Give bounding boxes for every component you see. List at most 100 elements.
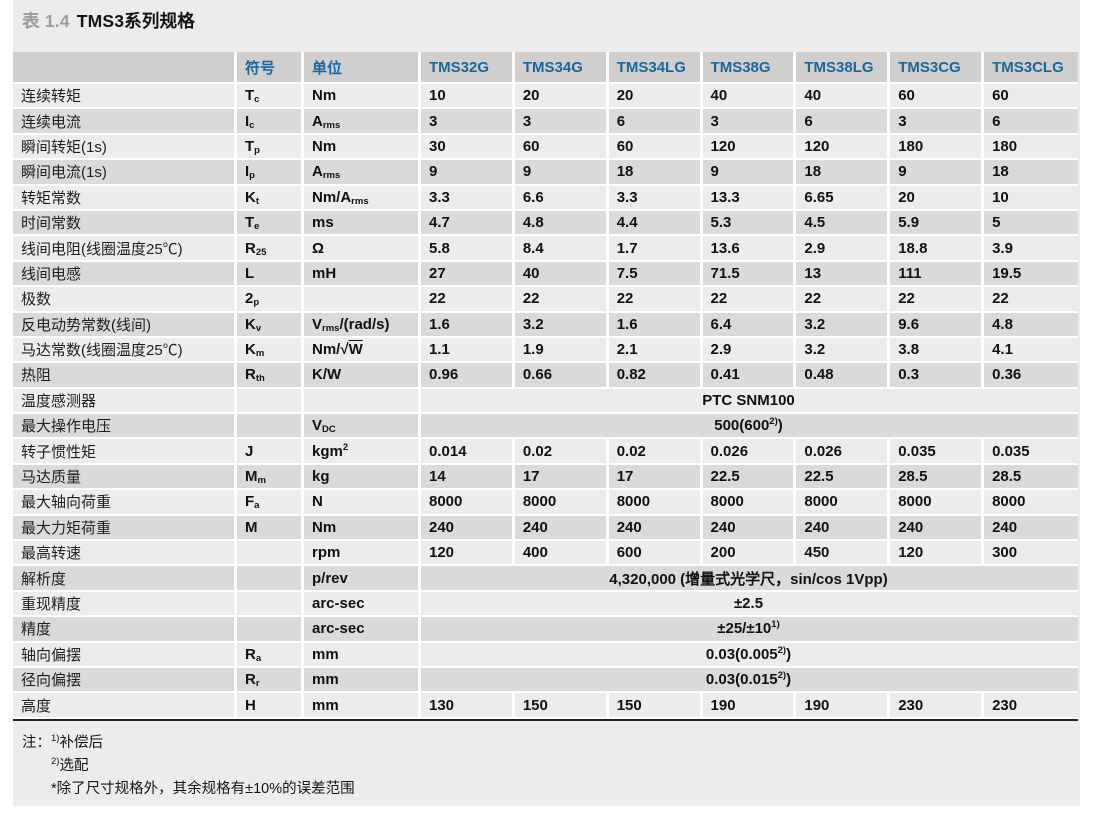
cell-value: 2.9 [702,337,797,364]
cell-value: 190 [796,693,891,719]
cell-value: 200 [702,541,797,567]
cell-value: 20 [608,84,703,110]
row-symbol: Kt [237,185,304,211]
cell-value: 1.6 [608,312,703,338]
spec-row: 反电动势常数(线间) Kv Vrms/(rad/s) 1.6 3.2 1.6 6.4 3.2 9… [13,312,1078,338]
spec-row: 最大操作电压 VDC 500(6002)) [13,414,1078,440]
cell-value: 0.026 [796,439,891,465]
row-label: 瞬间电流(1s) [13,160,237,186]
cell-value: 0.36 [984,363,1078,389]
row-unit [304,287,421,313]
row-label: 高度 [13,693,237,719]
row-unit: VDC [304,414,421,440]
cell-value: 8000 [702,490,797,516]
cell-value: 8000 [421,490,515,516]
cell-value: 4.5 [796,210,891,237]
cell-value: 6 [796,109,891,135]
cell-value: 400 [514,541,609,567]
row-symbol: Kv [237,312,304,338]
row-label: 最大力矩荷重 [13,515,237,542]
cell-value: 1.1 [421,337,515,364]
row-unit: Vrms/(rad/s) [304,312,421,338]
column-header-tms3cg: TMS3CG [890,52,985,84]
cell-value: 0.66 [514,363,609,389]
cell-value: 180 [890,134,985,161]
row-unit [304,388,421,415]
cell-value: 28.5 [984,464,1078,491]
cell-value: 8000 [984,490,1078,516]
row-span-value: 0.03(0.0152)) [421,667,1078,694]
spec-row: 热阻 Rth K/W 0.96 0.66 0.82 0.41 0.48 0.3 0.36 [13,363,1078,389]
cell-value: 0.026 [702,439,797,465]
row-symbol [237,617,304,643]
cell-value: 3 [702,109,797,135]
cell-value: 17 [514,464,609,491]
cell-value: 4.8 [984,312,1078,338]
row-unit: kg [304,464,421,491]
footnotes: 注： 1)补偿后 2)选配 *除了尺寸规格外，其余规格有±10%的误差范围 [22,732,355,801]
row-span-value: 4,320,000 (增量式光学尺，sin/cos 1Vpp) [421,566,1078,592]
cell-value: 13.3 [702,185,797,211]
row-symbol: R25 [237,236,304,262]
column-header-tms38g: TMS38G [702,52,797,84]
row-symbol: Km [237,337,304,364]
cell-value: 6.4 [702,312,797,338]
row-label: 重现精度 [13,591,237,618]
row-label: 线间电阻(线圈温度25℃) [13,236,237,262]
cell-value: 4.7 [421,210,515,237]
cell-value: 240 [421,515,515,542]
row-span-value: 500(6002)) [421,414,1078,440]
cell-value: 9 [702,160,797,186]
cell-value: 190 [702,693,797,719]
row-unit: ms [304,210,421,237]
row-label: 转子惯性矩 [13,439,237,465]
cell-value: 6.6 [514,185,609,211]
cell-value: 28.5 [890,464,985,491]
cell-value: 8.4 [514,236,609,262]
row-symbol [237,566,304,592]
cell-value: 8000 [890,490,985,516]
spec-table-body: 连续转矩 Tc Nm 10 20 20 40 40 60 60 连续电流 Ic Arms 3 3 6 3 6 3 6 瞬… [13,84,1078,719]
table-bottom-border [13,719,1078,721]
cell-value: 9 [890,160,985,186]
row-unit: N [304,490,421,516]
spec-row: 重现精度 arc-sec ±2.5 [13,591,1078,618]
row-symbol: Fa [237,490,304,516]
cell-value: 60 [608,134,703,161]
row-symbol: L [237,261,304,288]
cell-value: 450 [796,541,891,567]
row-unit: arc-sec [304,617,421,643]
cell-value: 22.5 [702,464,797,491]
cell-value: 22 [608,287,703,313]
cell-value: 22.5 [796,464,891,491]
spec-table: 符号 单位 TMS32G TMS34G TMS34LG TMS38G TMS38LG TM… [13,52,1078,719]
column-header-tms3clg: TMS3CLG [984,52,1078,84]
cell-value: 4.8 [514,210,609,237]
cell-value: 22 [702,287,797,313]
cell-value: 240 [608,515,703,542]
column-header-tms38lg: TMS38LG [796,52,891,84]
cell-value: 8000 [796,490,891,516]
cell-value: 18 [608,160,703,186]
cell-value: 18 [984,160,1078,186]
cell-value: 6.65 [796,185,891,211]
row-symbol: J [237,439,304,465]
row-label: 马达质量 [13,464,237,491]
cell-value: 60 [514,134,609,161]
row-label: 解析度 [13,566,237,592]
cell-value: 230 [984,693,1078,719]
cell-value: 3.2 [514,312,609,338]
cell-value: 120 [796,134,891,161]
note-lines: 1)补偿后 2)选配 *除了尺寸规格外，其余规格有±10%的误差范围 [51,732,355,801]
row-unit: mm [304,693,421,719]
cell-value: 7.5 [608,261,703,288]
row-label: 转矩常数 [13,185,237,211]
row-label: 连续转矩 [13,84,237,110]
cell-value: 3 [421,109,515,135]
cell-value: 230 [890,693,985,719]
row-label: 连续电流 [13,109,237,135]
row-unit: Nm [304,84,421,110]
cell-value: 600 [608,541,703,567]
cell-value: 3.2 [796,312,891,338]
